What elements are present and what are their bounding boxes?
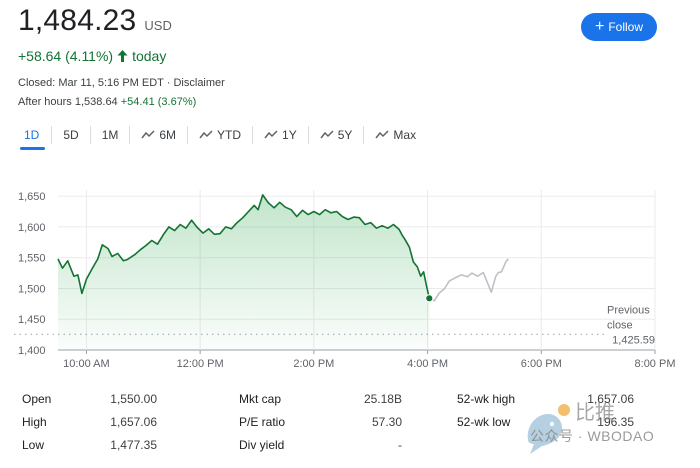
tab-label: YTD — [217, 128, 242, 142]
bird-logo-icon — [527, 404, 570, 454]
stat-value: 1,657.06 — [110, 415, 157, 429]
x-tick-label: 2:00 PM — [293, 358, 334, 370]
current-price: 1,484.23 USD — [18, 4, 172, 38]
range-tabs: 1D 5D 1M 6M YTD 1Y 5Y Max — [18, 120, 427, 150]
y-tick-label: 1,650 — [18, 191, 46, 203]
regular-session-line — [57, 194, 431, 299]
after-hours-price: After hours 1,538.64 — [18, 96, 118, 108]
stat-label: High — [22, 415, 47, 429]
previous-close-label: Previous — [607, 304, 650, 316]
trend-icon — [320, 130, 334, 139]
price-value: 1,484.23 — [18, 4, 137, 37]
tab-separator — [187, 126, 189, 144]
stat-value: 1,550.00 — [110, 392, 157, 406]
after-hours-change: +54.41 (3.67%) — [120, 96, 197, 108]
stat-label: Open — [22, 392, 52, 406]
tab-5d[interactable]: 5D — [52, 120, 89, 150]
follow-label: Follow — [608, 20, 644, 34]
trend-icon — [199, 130, 213, 139]
tab-1y[interactable]: 1Y — [253, 120, 308, 150]
change-value: +58.64 (4.11%) — [18, 48, 114, 64]
tab-label: 6M — [159, 128, 177, 142]
stat-row: 52-wk low 196.35 — [22, 415, 682, 433]
stat-row: Low 1,477.35 — [22, 438, 682, 456]
stat-value: 196.35 — [597, 415, 634, 429]
x-tick-label: 4:00 PM — [407, 358, 448, 370]
y-tick-label: 1,450 — [18, 314, 46, 326]
stat-label: 52-wk high — [457, 392, 516, 406]
last-price-dot — [425, 294, 434, 303]
trend-icon — [375, 130, 389, 139]
stat-row: Div yield - — [22, 438, 682, 456]
stat-label: Mkt cap — [239, 392, 282, 406]
tab-separator — [252, 126, 254, 144]
stat-value: 57.30 — [371, 415, 402, 429]
plus-icon: + — [594, 17, 605, 35]
follow-button[interactable]: + Follow — [581, 13, 657, 41]
y-tick-label: 1,600 — [18, 222, 46, 234]
price-change: +58.64 (4.11%) today — [18, 48, 166, 64]
stat-value: 25.18B — [363, 392, 402, 406]
tab-ytd[interactable]: YTD — [188, 120, 252, 150]
tab-separator — [363, 126, 365, 144]
after-hours-status: After hours 1,538.64 +54.41 (3.67%) — [18, 96, 196, 108]
tab-label: Max — [393, 128, 417, 142]
stat-value: 1,477.35 — [110, 438, 157, 452]
trend-icon — [141, 130, 155, 139]
stat-value: 1,657.06 — [587, 392, 634, 406]
price-currency: USD — [144, 18, 172, 33]
stat-row: 52-wk high 1,657.06 — [22, 392, 682, 410]
trend-icon — [264, 130, 278, 139]
tab-max[interactable]: Max — [364, 120, 427, 150]
tab-label: 5D — [63, 128, 79, 142]
after-hours-line — [428, 258, 509, 302]
x-tick-label: 8:00 PM — [635, 358, 676, 370]
watermark-subtitle: 公众号 · WBODAO — [530, 428, 655, 444]
price-chart: 1,650 1,600 1,550 1,500 1,450 1,400 10:00 AM 12… — [14, 190, 676, 370]
stat-label: P/E ratio — [239, 415, 286, 429]
watermark: 比推 公众号 · WBODAO — [520, 400, 690, 460]
stat-row: P/E ratio 57.30 — [22, 415, 682, 433]
stat-row: Mkt cap 25.18B — [22, 392, 682, 410]
y-tick-label: 1,550 — [18, 253, 46, 265]
tab-label: 1Y — [282, 128, 297, 142]
stat-value: - — [398, 438, 402, 452]
y-tick-label: 1,400 — [18, 345, 46, 357]
stat-label: 52-wk low — [457, 415, 511, 429]
x-tick-label: 6:00 PM — [521, 358, 562, 370]
closed-status: Closed: Mar 11, 5:16 PM EDT · Disclaimer — [18, 77, 225, 89]
x-tick-label: 10:00 AM — [63, 358, 109, 370]
stat-label: Low — [22, 438, 45, 452]
stat-row: Open 1,550.00 — [22, 392, 682, 410]
tab-separator — [51, 126, 53, 144]
tab-separator — [89, 126, 91, 144]
regular-session-area — [58, 194, 430, 350]
tab-1d[interactable]: 1D — [18, 120, 51, 150]
tab-6m[interactable]: 6M — [130, 120, 187, 150]
tab-label: 1D — [24, 128, 40, 142]
change-period: today — [132, 48, 167, 64]
previous-close-value: 1,425.59 — [612, 334, 655, 346]
tab-separator — [129, 126, 131, 144]
x-tick-label: 12:00 PM — [177, 358, 224, 370]
y-tick-label: 1,500 — [18, 283, 46, 295]
arrow-up-icon — [117, 50, 128, 62]
tab-separator — [307, 126, 309, 144]
previous-close-label: close — [607, 319, 633, 331]
tab-label: 5Y — [337, 128, 353, 142]
stat-label: Div yield — [239, 438, 285, 452]
tab-1m[interactable]: 1M — [91, 120, 130, 150]
watermark-title: 比推 — [575, 402, 615, 424]
stat-row: High 1,657.06 — [22, 415, 682, 433]
tab-label: 1M — [101, 128, 119, 142]
tab-5y[interactable]: 5Y — [309, 120, 364, 150]
